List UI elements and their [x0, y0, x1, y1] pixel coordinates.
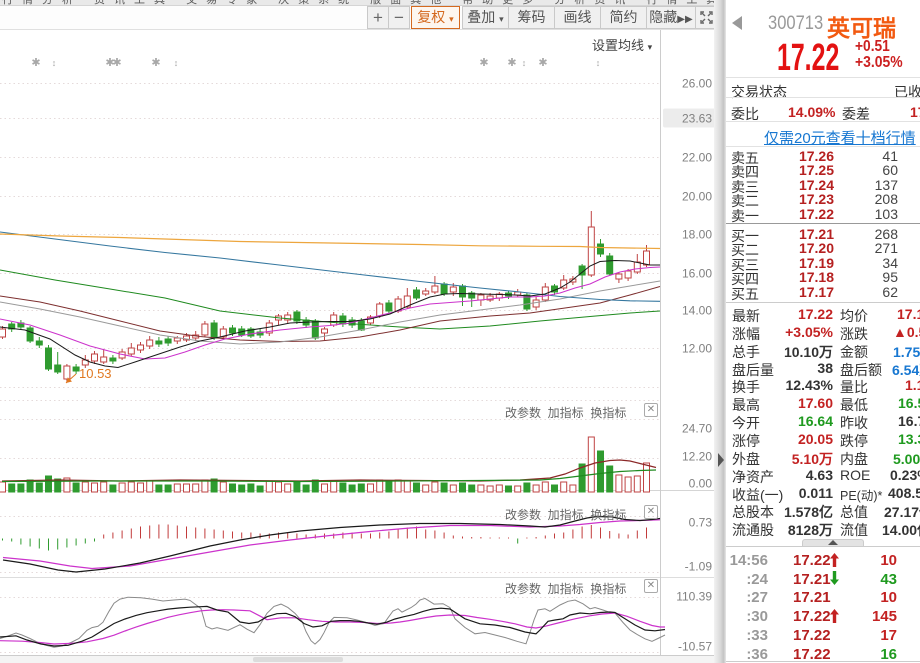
svg-text:✱: ✱ [31, 57, 40, 69]
svg-text:-1.09: -1.09 [685, 560, 713, 574]
svg-text:23.63: 23.63 [682, 112, 712, 126]
svg-text:✱: ✱ [105, 57, 114, 69]
svg-text:↕: ↕ [522, 58, 527, 68]
svg-text:↕: ↕ [174, 58, 179, 68]
svg-text:↕: ↕ [52, 58, 57, 68]
svg-text:16.00: 16.00 [682, 267, 712, 281]
svg-text:14.00: 14.00 [682, 304, 712, 318]
svg-text:✱: ✱ [112, 57, 121, 69]
svg-text:26.00: 26.00 [682, 77, 712, 91]
svg-text:0.00: 0.00 [689, 477, 713, 491]
svg-text:-10.57: -10.57 [678, 640, 712, 654]
svg-text:✱: ✱ [479, 57, 488, 69]
svg-text:✱: ✱ [507, 57, 516, 69]
svg-text:↕: ↕ [596, 58, 601, 68]
svg-text:110.39: 110.39 [676, 590, 712, 604]
svg-text:18.00: 18.00 [682, 228, 712, 242]
svg-text:22.00: 22.00 [682, 151, 712, 165]
svg-text:12.20: 12.20 [682, 450, 712, 464]
svg-text:10.53: 10.53 [79, 366, 112, 381]
svg-text:12.00: 12.00 [682, 342, 712, 356]
svg-text:✱: ✱ [538, 57, 547, 69]
svg-text:✱: ✱ [151, 57, 160, 69]
svg-text:24.70: 24.70 [682, 422, 712, 436]
svg-text:20.00: 20.00 [682, 190, 712, 204]
svg-text:0.73: 0.73 [689, 516, 713, 530]
